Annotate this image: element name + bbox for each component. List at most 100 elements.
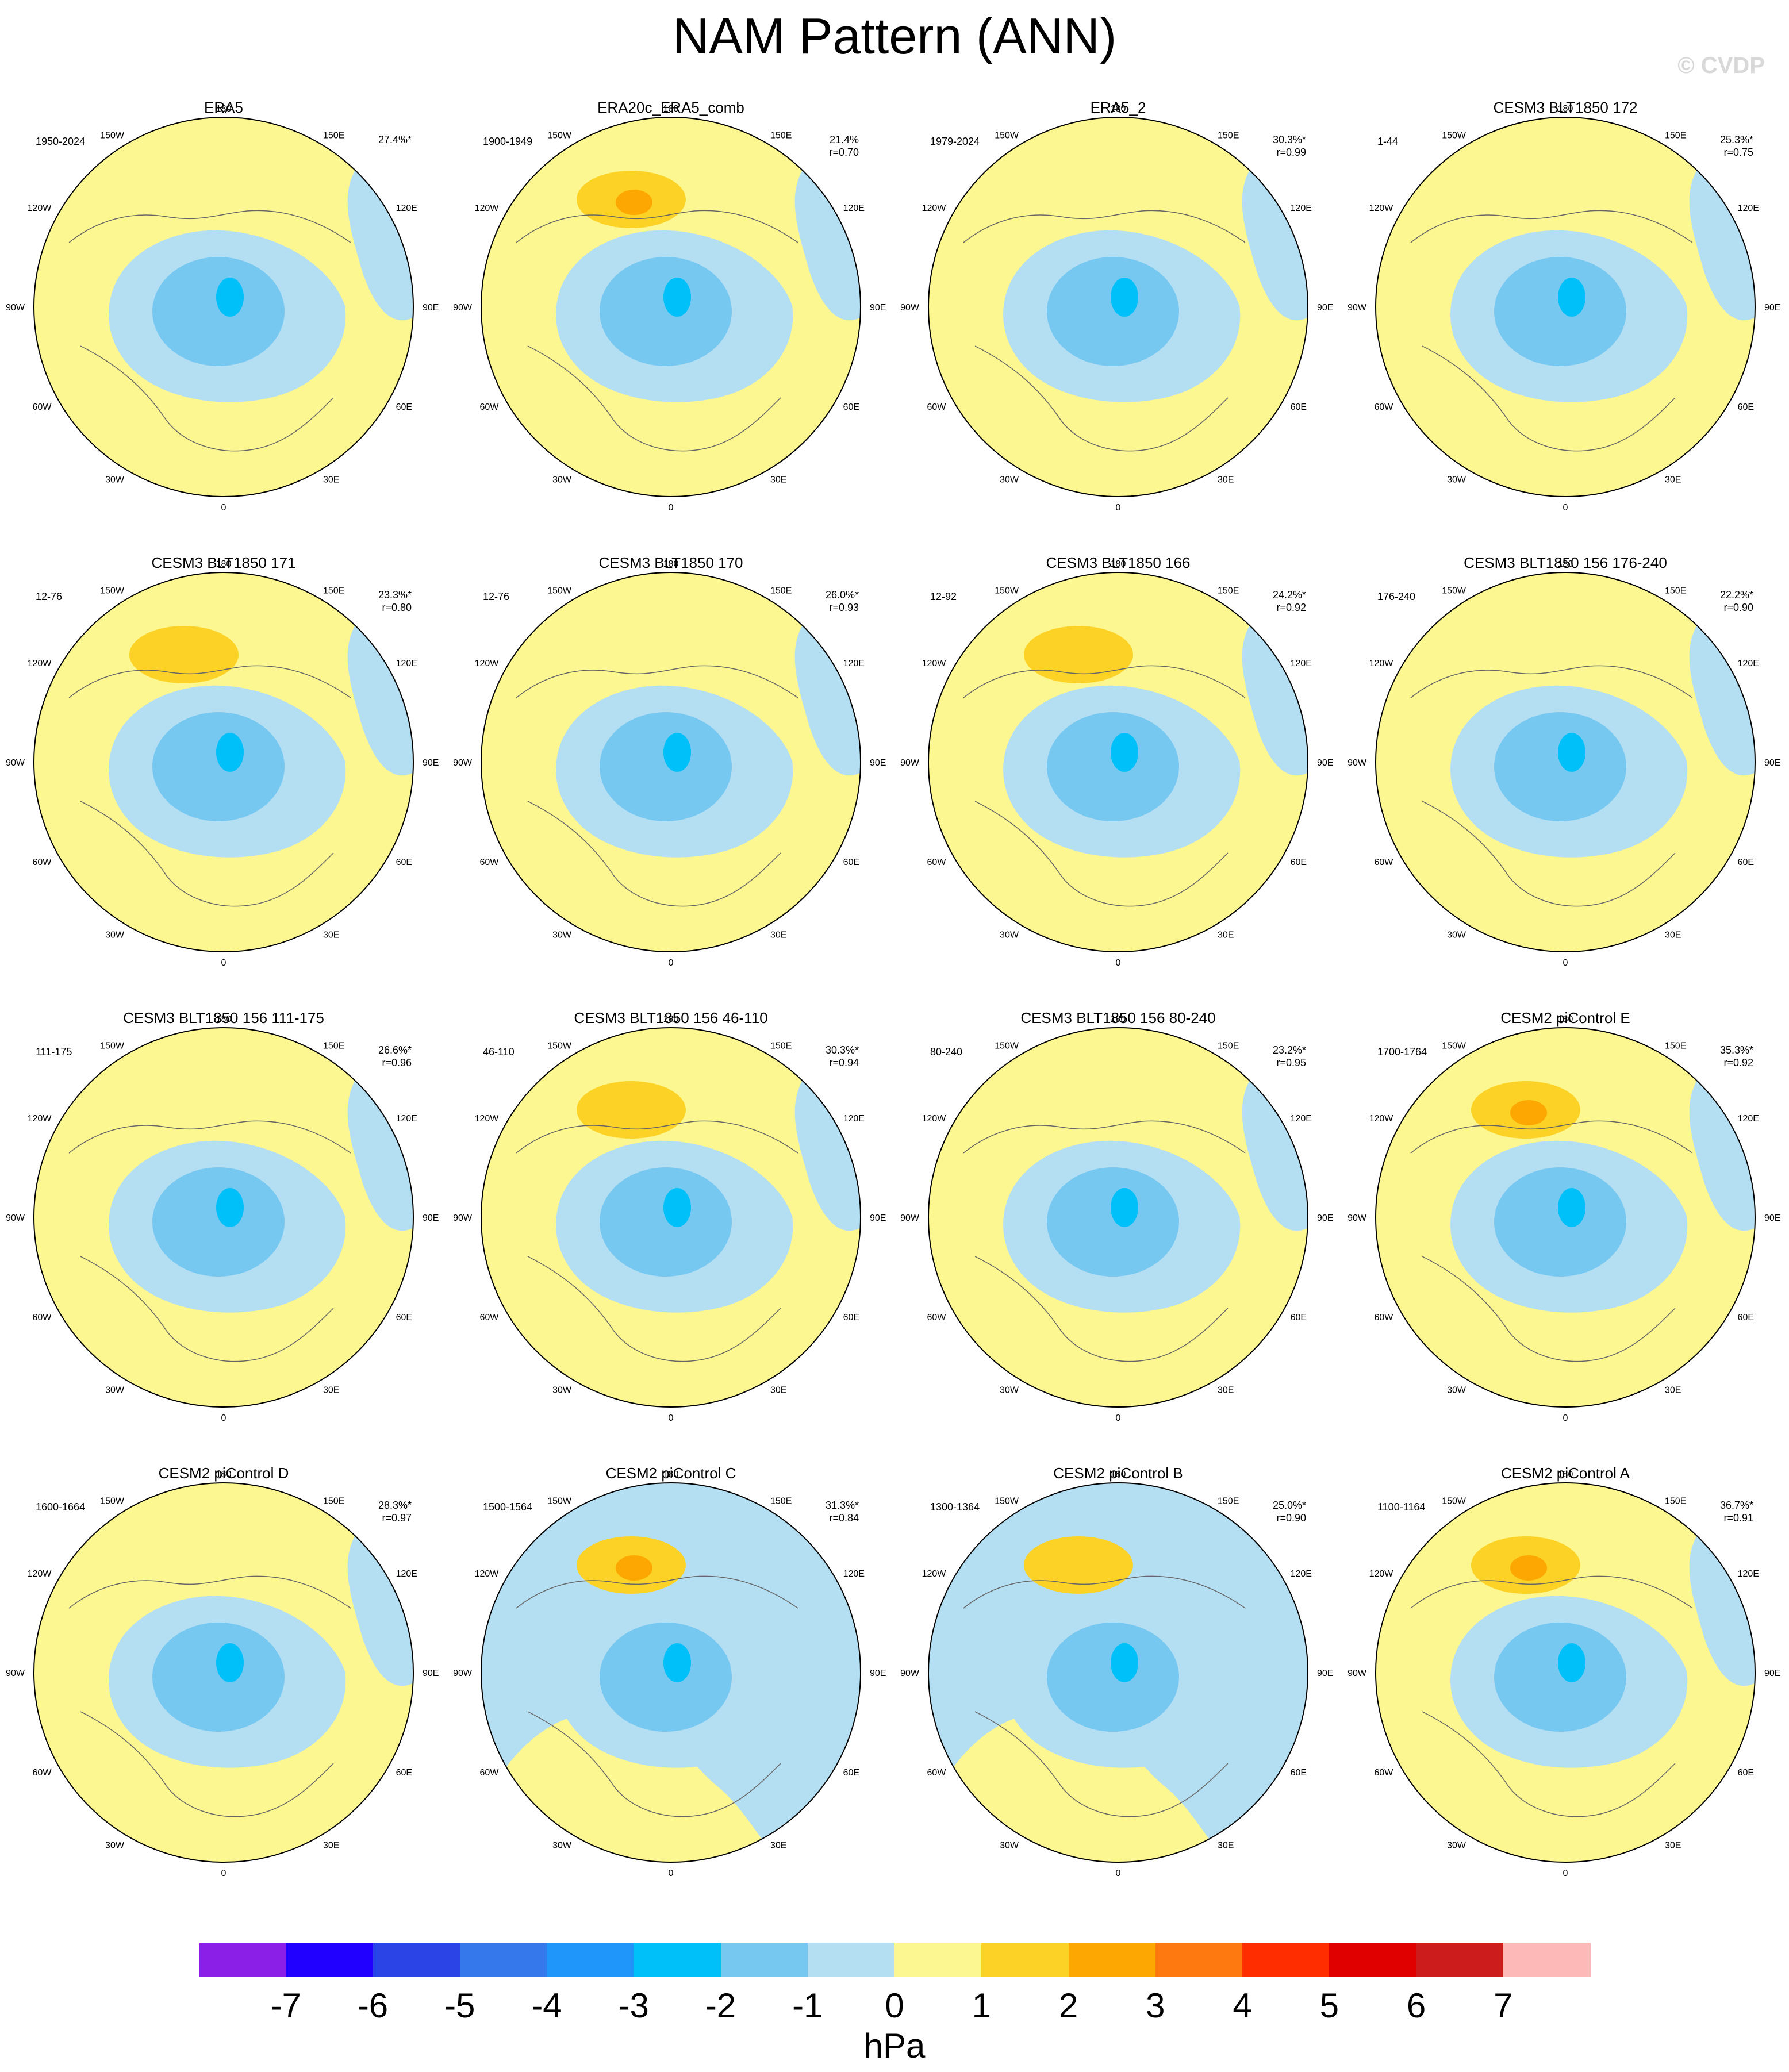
map-panel: CESM3 BLT1850 166 12-92 24.2%* r=0.92 180 150…: [894, 554, 1342, 1009]
longitude-label: 30W: [1000, 475, 1019, 485]
colorbar-tick-label: 5: [1319, 1986, 1339, 2025]
longitude-label: 180: [216, 1470, 232, 1479]
longitude-label: 150E: [770, 1496, 792, 1506]
longitude-label: 120W: [1369, 1114, 1394, 1124]
longitude-label: 90E: [870, 1213, 886, 1223]
panel-percent-variance: 30.3%*: [1272, 134, 1306, 145]
core-negative-anomaly-region: [1111, 733, 1138, 772]
polar-map: 180 150E 120E 90E 60E 30E 0 30W 60W 90W 120W 150W: [900, 1470, 1333, 1878]
panel-pattern-correlation: r=0.92: [1276, 602, 1306, 613]
longitude-label: 60W: [32, 1768, 52, 1778]
panel-variance-stats: 25.0%* r=0.90: [1273, 1499, 1306, 1524]
longitude-label: 120W: [28, 659, 52, 668]
polar-map: 180 150E 120E 90E 60E 30E 0 30W 60W 90W 120W 150W: [453, 1014, 886, 1423]
polar-map: 180 150E 120E 90E 60E 30E 0 30W 60W 90W 120W 150W: [1347, 1014, 1780, 1423]
longitude-label: 180: [1111, 104, 1126, 114]
coastline: [1410, 1120, 1693, 1362]
longitude-label: 0: [669, 503, 674, 513]
longitude-label: 150E: [1218, 1496, 1239, 1506]
polar-map: 180 150E 120E 90E 60E 30E 0 30W 60W 90W 120W 150W: [6, 104, 439, 513]
longitude-label: 120W: [28, 1569, 52, 1579]
panel-percent-variance: 25.0%*: [1272, 1500, 1306, 1511]
strong-negative-anomaly-region: [1494, 1167, 1626, 1277]
map-boundary: [33, 117, 414, 497]
map-field: [481, 117, 861, 497]
longitude-label: 0: [1116, 503, 1121, 513]
panel-percent-variance: 23.2%*: [1272, 1044, 1306, 1056]
panel-variance-stats: 36.7%* r=0.91: [1720, 1499, 1753, 1524]
map-field: [481, 1028, 861, 1407]
longitude-label: 180: [216, 559, 232, 569]
negative-anomaly-region: [1242, 168, 1308, 321]
strong-negative-anomaly-region: [152, 257, 285, 366]
longitude-label: 60W: [927, 402, 946, 412]
strong-negative-anomaly-region: [152, 1623, 285, 1732]
panel-period: 46-110: [483, 1046, 515, 1058]
longitude-label: 90W: [1347, 1669, 1367, 1678]
longitude-label: 30W: [1447, 1841, 1466, 1851]
core-negative-anomaly-region: [1111, 278, 1138, 317]
map-panel: CESM3 BLT1850 156 80-240 80-240 23.2%* r=0.…: [894, 1009, 1342, 1464]
longitude-label: 90W: [6, 1213, 25, 1223]
longitude-label: 0: [1563, 1413, 1568, 1423]
longitude-label: 30W: [552, 1841, 572, 1851]
map-boundary: [481, 1482, 861, 1863]
colorbar-swatch: [720, 1943, 808, 1977]
panel-title: CESM3 BLT1850 156 80-240: [1020, 1009, 1216, 1027]
longitude-label: 0: [669, 1413, 674, 1423]
longitude-label: 30E: [1218, 475, 1234, 485]
map-panel: CESM2 piControl B 1300-1364 25.0%* r=0.90 18…: [894, 1464, 1342, 1920]
longitude-label: 0: [1563, 503, 1568, 513]
panel-variance-stats: 26.0%* r=0.93: [826, 589, 859, 614]
coastline: [516, 665, 798, 907]
longitude-label: 60E: [843, 1313, 859, 1323]
positive-anomaly-center: [1024, 626, 1133, 683]
longitude-label: 30E: [770, 931, 786, 940]
longitude-label: 30W: [1000, 1386, 1019, 1396]
longitude-label: 120E: [396, 203, 417, 213]
longitude-label: 60E: [1291, 858, 1307, 867]
polar-map: 180 150E 120E 90E 60E 30E 0 30W 60W 90W 120W 150W: [6, 1014, 439, 1423]
strong-positive-anomaly-center: [1510, 1555, 1547, 1581]
panel-period: 12-76: [36, 591, 63, 602]
coastline: [68, 1120, 351, 1362]
panel-variance-stats: 24.2%* r=0.92: [1273, 589, 1306, 614]
panel-percent-variance: 35.3%*: [1719, 1044, 1753, 1056]
longitude-label: 150W: [100, 586, 125, 595]
map-boundary: [928, 572, 1308, 952]
longitude-label: 60E: [1738, 1768, 1754, 1778]
core-negative-anomaly-region: [216, 1643, 244, 1682]
map-field: [928, 1483, 1308, 1862]
coastline: [68, 210, 351, 452]
longitude-label: 150E: [323, 586, 344, 595]
longitude-label: 150E: [323, 1496, 344, 1506]
colorbar-swatch: [459, 1943, 547, 1977]
strong-negative-anomaly-region: [1047, 1623, 1179, 1732]
colorbar: [199, 1943, 1591, 1977]
strong-negative-anomaly-region: [1494, 1623, 1626, 1732]
map-boundary: [33, 1027, 414, 1408]
longitude-label: 120E: [1291, 659, 1312, 668]
longitude-label: 30E: [1218, 1841, 1234, 1851]
longitude-label: 60E: [396, 402, 412, 412]
panel-percent-variance: 22.2%*: [1719, 589, 1753, 601]
panel-variance-stats: 28.3%* r=0.97: [378, 1499, 412, 1524]
core-negative-anomaly-region: [216, 1188, 244, 1227]
longitude-label: 150W: [547, 586, 572, 595]
longitude-label: 60E: [843, 858, 859, 867]
strong-negative-anomaly-region: [1047, 712, 1179, 821]
longitude-label: 90E: [423, 303, 439, 313]
strong-negative-anomaly-region: [600, 1623, 732, 1732]
longitude-label: 90E: [1317, 1669, 1333, 1678]
longitude-label: 90W: [900, 1213, 920, 1223]
longitude-label: 0: [221, 1869, 226, 1878]
longitude-label: 60E: [843, 1768, 859, 1778]
longitude-label: 60E: [1738, 402, 1754, 412]
panel-variance-stats: 23.2%* r=0.95: [1273, 1044, 1306, 1069]
map-field: [34, 1028, 413, 1407]
core-negative-anomaly-region: [1558, 1188, 1585, 1227]
longitude-label: 120W: [1369, 659, 1394, 668]
longitude-label: 120E: [1738, 203, 1759, 213]
colorbar-swatch: [634, 1943, 721, 1977]
longitude-label: 120W: [475, 1569, 500, 1579]
